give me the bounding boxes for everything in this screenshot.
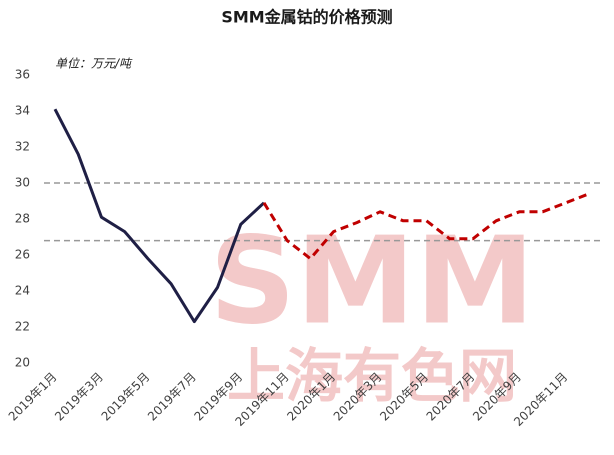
x-tick-label: 2019年3月 (52, 370, 106, 424)
y-tick-label: 32 (15, 140, 30, 154)
series-line (53, 108, 265, 324)
y-tick-label: 24 (15, 284, 30, 298)
series-line (262, 192, 590, 261)
x-tick-label: 2019年7月 (145, 370, 199, 424)
y-tick-label: 34 (15, 104, 30, 118)
x-tick-label: 2019年5月 (99, 370, 153, 424)
unit-label: 单位：万元/吨 (55, 57, 133, 71)
chart-title: SMM金属钴的价格预测 (221, 8, 392, 27)
y-tick-label: 20 (15, 356, 30, 370)
y-tick-label: 30 (15, 176, 30, 190)
y-tick-label: 36 (15, 68, 30, 82)
watermark-logo: SMM (209, 213, 534, 352)
y-tick-label: 22 (15, 320, 30, 334)
x-tick-label: 2019年1月 (6, 370, 60, 424)
y-tick-label: 28 (15, 212, 30, 226)
y-tick-label: 26 (15, 248, 30, 262)
watermark-text: 上海有色网 (227, 342, 517, 410)
